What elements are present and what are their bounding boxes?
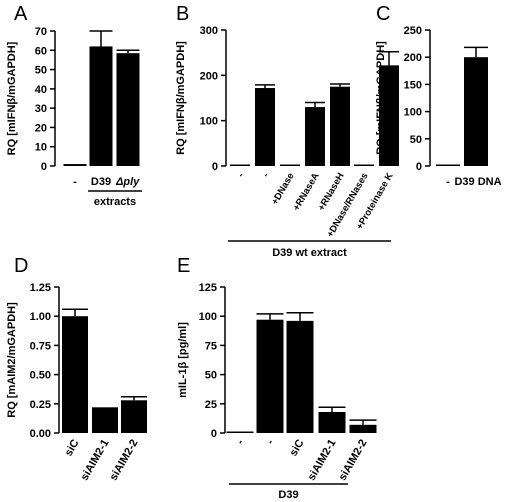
- panel-letter-d: D: [14, 255, 28, 277]
- group-label: extracts: [94, 196, 136, 208]
- y-tick-label: 1.25: [30, 282, 51, 294]
- y-tick-label: 200: [404, 52, 422, 64]
- panel-c: C RQ [mIFNβ/mGAPDH] 0 50 100 150 200 250 - D39 DN…: [375, 3, 502, 188]
- y-axis-label: mIL-1β [pg/ml]: [177, 322, 189, 398]
- y-tick-label: 100: [200, 116, 218, 128]
- panel-letter-c: C: [376, 3, 390, 25]
- bar: [305, 107, 325, 166]
- y-tick-label: 0.50: [30, 370, 51, 382]
- y-tick-label: 60: [35, 45, 47, 57]
- bar: [256, 319, 284, 433]
- category-label: -: [446, 176, 450, 188]
- y-tick-label: 25: [205, 399, 217, 411]
- panel-letter-b: B: [176, 3, 189, 25]
- panel-letter-a: A: [14, 3, 28, 25]
- y-tick-label: 125: [199, 282, 217, 294]
- category-label: -: [260, 171, 271, 179]
- y-tick-label: 100: [404, 107, 422, 119]
- bar: [464, 57, 488, 167]
- y-tick-label: 1.00: [30, 311, 51, 323]
- group-label: D39 wt extract: [272, 247, 347, 259]
- bar: [280, 164, 300, 166]
- category-label: +DNase: [270, 171, 297, 207]
- bar: [349, 424, 377, 433]
- bar: [62, 316, 88, 433]
- group-label: D39: [278, 489, 298, 501]
- y-axis-label: RQ [mAIM2/mGAPDH]: [6, 302, 18, 418]
- category-label: siAIM2-2: [108, 438, 141, 483]
- y-tick-label: 0: [211, 428, 217, 440]
- y-tick-label: 0.00: [30, 428, 51, 440]
- y-tick-label: 20: [35, 122, 47, 134]
- category-label: -: [234, 437, 246, 446]
- bar: [379, 65, 399, 166]
- y-tick-label: 0: [41, 161, 47, 173]
- y-tick-label: 0.25: [30, 399, 51, 411]
- y-tick-label: 70: [35, 26, 47, 38]
- bar: [436, 164, 460, 166]
- y-axis-label: RQ [mIFNβ/mGAPDH]: [175, 41, 187, 155]
- category-label: -: [235, 171, 246, 179]
- bar: [226, 431, 254, 433]
- panel-d: D RQ [mAIM2/mGAPDH] 0.00 0.25 0.50 0.75 1.00 1.…: [6, 255, 147, 483]
- y-tick-label: 75: [205, 340, 217, 352]
- category-label: D39 DNA: [454, 176, 501, 188]
- y-tick-label: 100: [199, 311, 217, 323]
- y-tick-label: 0.75: [30, 340, 51, 352]
- y-tick-label: 50: [35, 65, 47, 77]
- bar: [255, 88, 275, 166]
- y-tick-label: 30: [35, 103, 47, 115]
- category-label: siC: [63, 437, 82, 458]
- panel-letter-e: E: [177, 255, 190, 277]
- y-tick-label: 300: [200, 25, 218, 37]
- y-axis-label: RQ [mIFNβ/mGAPDH]: [6, 41, 18, 155]
- y-tick-label: 250: [404, 25, 422, 37]
- category-label: siAIM2-1: [79, 438, 112, 483]
- y-tick-label: 10: [35, 142, 47, 154]
- category-label: D39: [91, 176, 111, 188]
- bar: [230, 164, 250, 166]
- category-label: Δply: [115, 176, 140, 188]
- bar: [92, 407, 118, 433]
- bar: [116, 53, 140, 166]
- panel-a: A RQ [mIFNβ/mGAPDH] 0 10 20 30 40 50 60 70 - D39 Δpl…: [6, 3, 142, 208]
- y-tick-label: 50: [205, 370, 217, 382]
- y-axis-label: RQ [mIFNβ/mGAPDH]: [375, 41, 387, 155]
- y-tick-label: 50: [410, 134, 422, 146]
- y-tick-label: 150: [404, 79, 422, 91]
- y-tick-label: 0: [212, 161, 218, 173]
- bar: [121, 400, 147, 433]
- bar: [89, 46, 113, 166]
- category-label: siAIM2-1: [306, 438, 339, 483]
- bar: [354, 164, 374, 166]
- category-label: siAIM2-2: [337, 438, 370, 483]
- category-label: -: [264, 437, 276, 446]
- category-label: -: [73, 176, 77, 188]
- y-tick-label: 200: [200, 70, 218, 82]
- category-label: siC: [288, 437, 307, 458]
- bar: [286, 320, 314, 433]
- bar: [318, 411, 346, 433]
- bar: [63, 164, 87, 166]
- y-tick-label: 40: [35, 84, 47, 96]
- bar: [330, 86, 350, 166]
- y-tick-label: 0: [416, 161, 422, 173]
